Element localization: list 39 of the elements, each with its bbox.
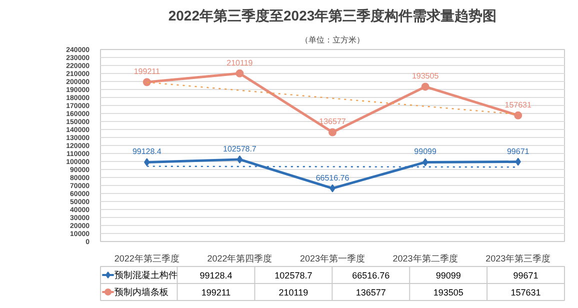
point [515, 158, 521, 166]
text: 66516.76 [352, 270, 390, 280]
text: 102578.7 [274, 270, 312, 280]
x-tick-label: 2023年第三季度 [486, 254, 551, 264]
legend-label: 预制内墙条板 [114, 287, 169, 297]
data-label: 99671 [506, 146, 530, 156]
data-label: 136577 [319, 117, 346, 126]
text: 99099 [436, 270, 461, 280]
text: 99671 [513, 270, 538, 280]
point [142, 78, 151, 86]
point [236, 69, 244, 78]
point [514, 111, 522, 120]
data-label: 99099 [414, 147, 437, 156]
x-tick-label: 2023年第二季度 [392, 254, 458, 264]
text: 193505 [433, 288, 464, 298]
x-tick-label: 2022年第三季度 [114, 254, 180, 264]
data-label: 102578.7 [223, 144, 257, 154]
data-label: 66516.76 [316, 173, 350, 182]
point [330, 184, 336, 192]
chart-subtitle: （单位：立方米） [300, 36, 364, 44]
point [328, 128, 336, 136]
text: 99128.4 [200, 270, 232, 280]
data-label: 210119 [226, 58, 254, 68]
point [421, 82, 430, 91]
text: 136577 [356, 288, 386, 298]
point [144, 158, 150, 166]
data-label: 157631 [504, 100, 532, 110]
point [422, 158, 428, 166]
text: 199211 [201, 288, 231, 298]
data-label: 99128.4 [132, 147, 162, 156]
x-tick-label: 2022年第四季度 [207, 254, 272, 264]
text: 157631 [510, 288, 541, 298]
text: 210119 [278, 288, 308, 298]
x-tick-label: 2023年第一季度 [300, 254, 366, 264]
data-label: 193505 [412, 72, 440, 81]
point [236, 155, 243, 164]
data-label: 199211 [134, 67, 160, 76]
legend-label: 预制混凝土构件 [114, 270, 178, 280]
chart-title: 2022年第三季度至2023年第三季度构件需求量趋势图 [168, 8, 497, 24]
